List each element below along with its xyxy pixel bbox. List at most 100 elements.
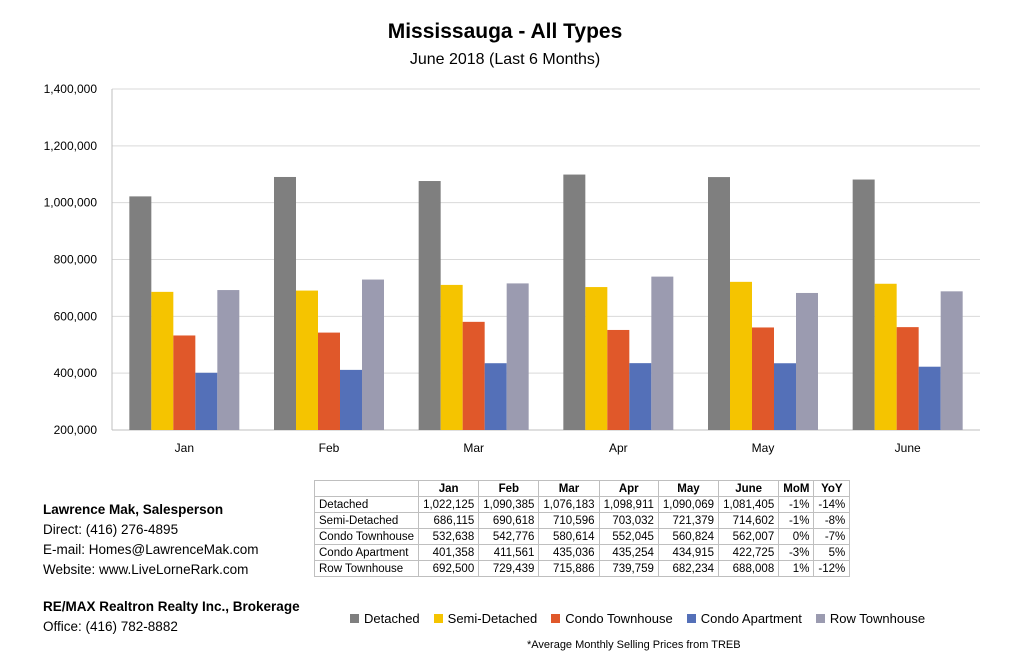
table-cell: 710,596 — [538, 512, 600, 529]
bar-detached — [274, 176, 296, 430]
table-cell: -12% — [813, 560, 851, 577]
x-tick-label: Apr — [609, 441, 628, 455]
table-cell: 532,638 — [418, 528, 480, 545]
table-cell: -8% — [813, 512, 851, 529]
agent-website: Website: www.LiveLorneRark.com — [43, 562, 249, 577]
table-cell: 435,036 — [538, 544, 600, 561]
bar-condo-townhouse — [607, 329, 630, 430]
bar-chart: 200,000 400,000 600,000 800,000 1,000,000 1,2… — [44, 82, 980, 455]
brokerage-name: RE/MAX Realtron Realty Inc., Brokerage — [43, 599, 300, 614]
table-row: Semi-Detached 686,115 690,618 710,596 703,03… — [313, 512, 851, 529]
bar-detached — [129, 196, 152, 430]
table-cell: -1% — [778, 496, 815, 513]
table-body: Detached 1,022,125 1,090,385 1,076,183 1,098… — [313, 496, 851, 577]
table-cell: 729,439 — [478, 560, 540, 577]
table-cell: 739,759 — [598, 560, 659, 577]
x-tick-label: June — [895, 441, 921, 455]
chart-legend: Detached Semi-Detached Condo Townhouse Cond… — [350, 611, 925, 626]
table-cell: 1,090,385 — [478, 496, 540, 513]
table-cell: 1,081,405 — [718, 496, 780, 513]
legend-swatch — [350, 614, 359, 623]
agent-email: E-mail: Homes@LawrenceMak.com — [43, 542, 259, 557]
table-cell: 721,379 — [657, 512, 720, 529]
bar-detached — [708, 177, 730, 430]
bar-detached — [563, 174, 586, 430]
table-cell: 0% — [778, 528, 815, 545]
table-cell: 5% — [813, 544, 851, 561]
table-cell: 1,076,183 — [538, 496, 600, 513]
bar-row-townhouse — [217, 290, 240, 430]
table-header-cell: Feb — [478, 480, 540, 497]
table-cell: 560,824 — [657, 528, 720, 545]
legend-item: Condo Apartment — [686, 611, 802, 626]
y-tick-label: 800,000 — [54, 253, 98, 267]
chart-subtitle: June 2018 (Last 6 Months) — [409, 51, 601, 68]
bar-condo-apartment — [340, 369, 362, 430]
table-header-cell: Mar — [538, 480, 600, 497]
bar-condo-apartment — [774, 363, 796, 430]
agent-direct-phone: Direct: (416) 276-4895 — [43, 522, 179, 537]
bar-semi-detached — [730, 281, 752, 430]
brokerage-office-phone: Office: (416) 782-8882 — [43, 619, 178, 634]
table-header-cell: MoM — [778, 480, 815, 497]
x-tick-label: Feb — [319, 441, 340, 455]
bar-condo-townhouse — [173, 335, 196, 430]
contact-block: Lawrence Mak, Salesperson Direct: (416) … — [43, 500, 259, 580]
bar-semi-detached — [296, 290, 318, 430]
bar-row-townhouse — [362, 279, 384, 430]
table-header-cell: Jan — [418, 480, 480, 497]
bar-condo-townhouse — [896, 327, 919, 430]
bar-condo-townhouse — [318, 332, 340, 430]
legend-label: Detached — [364, 611, 420, 626]
table-cell: 690,618 — [478, 512, 540, 529]
legend-label: Condo Apartment — [700, 611, 802, 626]
table-header-cell: YoY — [813, 480, 851, 497]
bar-condo-apartment — [195, 372, 218, 430]
table-header-cell: June — [718, 480, 780, 497]
x-tick-label: Jan — [175, 441, 194, 455]
table-row-label: Semi-Detached — [313, 512, 420, 529]
legend-label: Row Townhouse — [829, 611, 926, 626]
bar-condo-apartment — [484, 363, 507, 430]
table-cell: 686,115 — [418, 512, 480, 529]
bar-condo-townhouse — [462, 321, 485, 430]
y-tick-label: 1,000,000 — [44, 196, 98, 210]
footnote: *Average Monthly Selling Prices from TRE… — [527, 639, 741, 651]
bar-row-townhouse — [651, 276, 674, 430]
table-cell: -3% — [778, 544, 815, 561]
data-table: Jan Feb Mar Apr May June MoM YoY Detached 1,022,… — [313, 480, 851, 577]
y-tick-label: 1,200,000 — [44, 139, 98, 153]
table-row: Condo Townhouse 532,638 542,776 580,614 552,… — [313, 528, 851, 545]
table-cell: -1% — [778, 512, 815, 529]
table-row: Row Townhouse 692,500 729,439 715,886 739,75… — [313, 560, 851, 577]
chart-title: Mississauga - All Types — [387, 20, 623, 43]
table-cell: 703,032 — [598, 512, 659, 529]
table-cell: 552,045 — [598, 528, 659, 545]
table-cell: 1,090,069 — [657, 496, 720, 513]
table-cell: 692,500 — [418, 560, 480, 577]
bar-semi-detached — [440, 284, 463, 430]
legend-item: Row Townhouse — [815, 611, 926, 626]
y-tick-label: 600,000 — [54, 309, 98, 323]
bar-semi-detached — [874, 283, 897, 430]
y-tick-label: 200,000 — [54, 423, 98, 437]
table-row: Condo Apartment 401,358 411,561 435,036 435,… — [313, 544, 851, 561]
bar-detached — [418, 181, 441, 430]
legend-item: Semi-Detached — [433, 611, 537, 626]
table-header-row: Jan Feb Mar Apr May June MoM YoY — [313, 480, 851, 497]
table-cell: 682,234 — [657, 560, 720, 577]
legend-swatch — [815, 614, 825, 623]
y-tick-label: 1,400,000 — [44, 82, 98, 96]
bar-semi-detached — [585, 287, 608, 430]
bar-detached — [852, 179, 875, 430]
table-cell: -14% — [813, 496, 851, 513]
table-header-cell: Apr — [598, 480, 659, 497]
table-cell: 715,886 — [538, 560, 600, 577]
table-row: Detached 1,022,125 1,090,385 1,076,183 1,098… — [313, 496, 851, 513]
table-cell: 422,725 — [718, 544, 780, 561]
x-tick-label: Mar — [463, 441, 484, 455]
table-header-cell — [313, 480, 420, 497]
table-row-label: Condo Apartment — [313, 544, 420, 561]
table-cell: 562,007 — [718, 528, 780, 545]
bar-semi-detached — [151, 291, 174, 430]
